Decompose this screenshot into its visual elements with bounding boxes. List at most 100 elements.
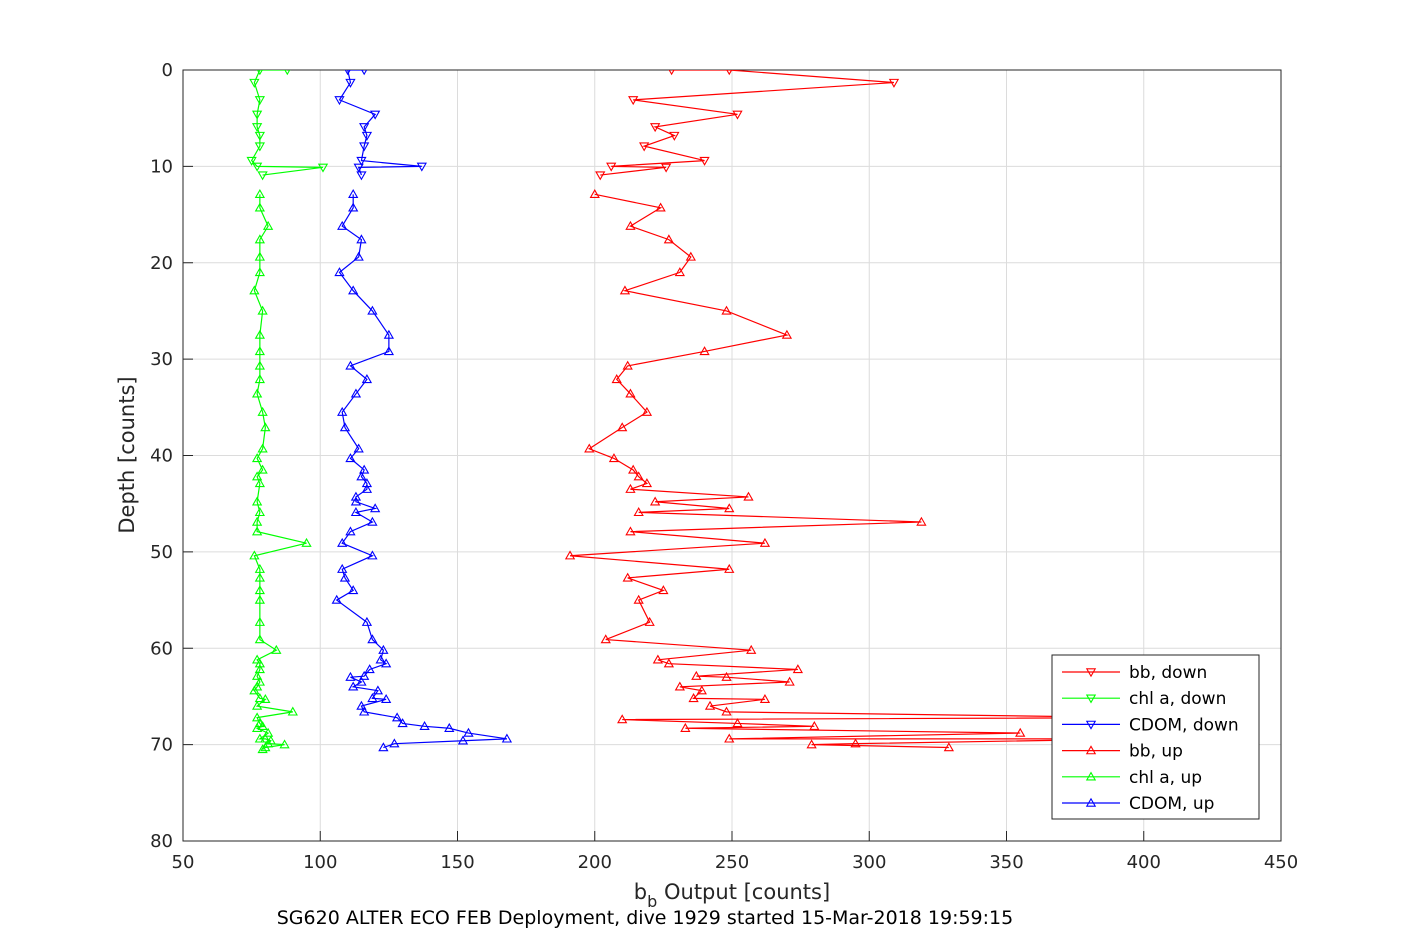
- data-point: [372, 685, 384, 695]
- series-cdom-down: [334, 70, 427, 181]
- data-point: [628, 464, 639, 474]
- data-point: [254, 572, 266, 582]
- x-tick-label: 300: [852, 852, 886, 873]
- data-point: [850, 738, 861, 748]
- data-point: [721, 671, 732, 681]
- data-point: [361, 478, 373, 488]
- data-point: [746, 644, 757, 654]
- data-point: [257, 744, 268, 754]
- data-point: [792, 664, 804, 674]
- data-point: [257, 443, 268, 453]
- data-point: [633, 471, 644, 481]
- data-point: [348, 285, 359, 295]
- x-tick-label: 100: [303, 852, 337, 873]
- data-point: [254, 202, 266, 212]
- data-point: [389, 738, 400, 748]
- data-point: [254, 733, 266, 743]
- data-point: [254, 374, 266, 384]
- data-point: [367, 305, 378, 315]
- legend-swatch-marker: [1085, 771, 1097, 781]
- series-line: [250, 70, 324, 176]
- data-point: [658, 585, 669, 595]
- data-point: [251, 712, 263, 722]
- data-point: [732, 110, 743, 120]
- data-point: [345, 526, 356, 536]
- data-point: [254, 96, 266, 106]
- data-point: [696, 685, 707, 695]
- data-point: [337, 563, 348, 573]
- data-point: [419, 721, 430, 731]
- series-line: [338, 70, 422, 176]
- data-point: [724, 503, 735, 513]
- data-point: [688, 693, 699, 703]
- data-point: [331, 594, 342, 604]
- data-point: [353, 251, 364, 261]
- data-point: [279, 739, 290, 749]
- data-point: [806, 739, 817, 749]
- data-point: [359, 706, 370, 716]
- legend-label: bb, down: [1129, 663, 1207, 683]
- legend-box: [1051, 654, 1260, 820]
- data-point: [251, 700, 263, 710]
- data-point: [262, 738, 274, 748]
- series-layer: [246, 70, 1149, 754]
- data-point: [287, 706, 298, 716]
- data-point: [356, 171, 367, 181]
- data-point: [350, 507, 362, 517]
- data-point: [251, 110, 263, 120]
- data-point: [356, 700, 367, 710]
- data-point: [337, 406, 348, 416]
- data-point: [809, 721, 820, 731]
- data-point: [721, 706, 732, 716]
- data-point: [759, 537, 771, 547]
- data-point: [367, 550, 378, 560]
- data-point: [378, 644, 389, 654]
- data-point: [249, 550, 260, 560]
- series-bb-down: [595, 70, 900, 181]
- data-point: [649, 496, 661, 506]
- data-point: [628, 96, 639, 106]
- data-point: [337, 537, 348, 547]
- legend-label: CDOM, down: [1129, 715, 1239, 735]
- data-point: [622, 360, 633, 370]
- legend: bb, down chl a, down CDOM, down bb, up chl a…: [1051, 654, 1260, 820]
- x-axis-label-rest: Output [counts]: [664, 880, 830, 904]
- y-tick-label: 80: [150, 831, 173, 852]
- data-point: [444, 722, 455, 732]
- legend-label: CDOM, up: [1129, 794, 1214, 814]
- data-point: [350, 388, 362, 398]
- series-line: [335, 194, 507, 749]
- data-point: [595, 171, 606, 181]
- data-point: [361, 374, 373, 384]
- data-point: [639, 142, 650, 152]
- y-tick-label: 70: [150, 735, 173, 756]
- data-point: [251, 471, 263, 481]
- data-point: [361, 483, 373, 493]
- data-point: [625, 388, 636, 398]
- data-point: [339, 572, 351, 582]
- x-axis-label: bb Output [counts]: [634, 880, 830, 911]
- data-point: [383, 346, 395, 356]
- data-point: [262, 220, 274, 230]
- data-point: [256, 70, 263, 76]
- data-point: [649, 123, 661, 133]
- data-point: [254, 131, 266, 141]
- data-point: [254, 658, 266, 668]
- data-point: [916, 516, 927, 526]
- data-point: [724, 733, 735, 743]
- data-point: [726, 70, 733, 76]
- data-point: [380, 694, 392, 704]
- data-point: [383, 329, 395, 339]
- legend-swatch-marker: [1085, 797, 1097, 807]
- data-point: [251, 681, 263, 691]
- data-point: [668, 70, 675, 76]
- y-tick-label: 20: [150, 253, 173, 274]
- legend-label: bb, up: [1129, 742, 1183, 762]
- data-point: [633, 594, 644, 604]
- ticks: 50 100 150 200 250 300 350 400 450 0 10 20 30 40 50 60 7…: [150, 60, 1298, 873]
- data-point: [249, 285, 260, 295]
- x-tick-label: 400: [1127, 852, 1161, 873]
- series-chl-a-down: [246, 70, 329, 181]
- data-point: [251, 123, 263, 133]
